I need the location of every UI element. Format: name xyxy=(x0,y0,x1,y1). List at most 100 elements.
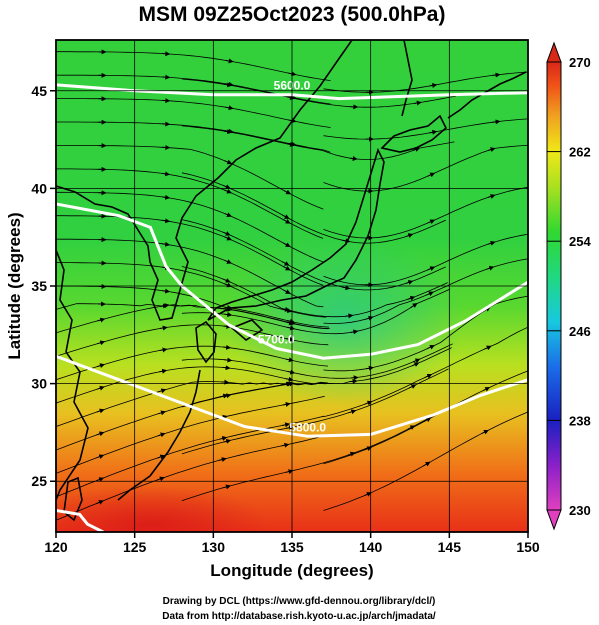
x-axis-label: Longitude (degrees) xyxy=(210,561,373,580)
streamline-arrow xyxy=(157,454,166,460)
streamline-arrow xyxy=(221,379,230,385)
x-tick-label: 120 xyxy=(44,539,68,555)
streamline-arrow xyxy=(159,368,168,374)
streamline-arrow xyxy=(407,295,416,301)
streamline-arrow xyxy=(282,306,291,312)
streamline-arrow xyxy=(224,312,233,318)
warm-region xyxy=(56,485,270,532)
streamline-arrow xyxy=(283,289,291,294)
coast-kurils xyxy=(447,71,527,119)
streamline-arrow xyxy=(481,429,489,435)
streamline-arrow xyxy=(283,265,291,271)
streamline-arrow xyxy=(482,387,491,392)
streamline-arrow xyxy=(422,461,431,467)
x-tick-label: 145 xyxy=(438,539,462,555)
streamline-arrow xyxy=(162,51,171,57)
streamline-arrow xyxy=(219,436,228,441)
streamline-arrow xyxy=(157,410,166,416)
streamline-arrow xyxy=(161,303,170,309)
streamline-arrow xyxy=(347,451,356,457)
streamline-arrow xyxy=(159,347,168,353)
streamline-arrow xyxy=(224,82,233,88)
coast-shikoku xyxy=(230,319,264,341)
streamline-arrow xyxy=(283,242,291,247)
streamline-arrow xyxy=(405,280,414,285)
colorbar-bottom-arrow xyxy=(546,509,562,531)
colorbar-tick-label: 262 xyxy=(569,145,591,160)
streamline-arrow xyxy=(96,500,104,505)
coast-sakhalin xyxy=(401,40,413,117)
colorbar-gradient xyxy=(546,61,562,511)
x-tick-label: 140 xyxy=(359,539,383,555)
x-tick-label: 135 xyxy=(280,539,304,555)
contour-line xyxy=(56,509,104,532)
streamline-arrow xyxy=(96,477,105,482)
streamline-arrow xyxy=(413,100,422,106)
streamline-arrow xyxy=(492,119,501,125)
streamline-arrow xyxy=(225,58,234,64)
streamline-arrow xyxy=(224,259,232,264)
contour-label: 5700.0 xyxy=(258,332,295,346)
y-tick-label: 30 xyxy=(31,376,47,392)
streamline-arrow xyxy=(162,121,171,127)
streamline-arrow xyxy=(492,72,501,78)
streamline-arrow xyxy=(427,266,436,271)
streamline-arrow xyxy=(158,388,167,394)
coast-honshu xyxy=(207,147,385,321)
streamline-arrow xyxy=(97,317,106,323)
coast-kyushu xyxy=(195,320,217,364)
streamline-arrow xyxy=(286,141,295,147)
streamline-arrow xyxy=(222,184,231,189)
streamline-arrow xyxy=(426,291,434,297)
colorbar: 230 238 246 254 262 270 xyxy=(546,41,591,531)
streamline-arrow xyxy=(348,409,357,415)
streamline-arrow xyxy=(281,261,290,266)
streamline-arrow xyxy=(282,401,291,407)
streamline-arrow xyxy=(96,363,105,369)
streamline-arrow xyxy=(162,288,171,294)
streamline-arrow xyxy=(283,219,291,224)
coast-hokkaido xyxy=(380,114,447,153)
streamline-arrow xyxy=(364,446,373,452)
colorbar-tick-label: 246 xyxy=(569,324,591,339)
streamline-arrow xyxy=(405,233,414,238)
streamline-arrow xyxy=(349,156,358,161)
streamline-arrow xyxy=(223,393,232,399)
credit-line-1: Drawing by DCL (https://www.gfd-dennou.o… xyxy=(163,596,436,607)
streamline-arrow xyxy=(162,194,171,200)
streamline-arrow xyxy=(342,285,351,291)
colorbar-tick-label: 254 xyxy=(569,234,591,249)
coast-russia-korea xyxy=(56,40,353,321)
streamline-arrow xyxy=(364,492,372,497)
streamline-arrow xyxy=(407,425,416,430)
y-tick-label: 40 xyxy=(31,180,47,196)
streamline-arrow xyxy=(350,375,359,381)
streamline-arrow xyxy=(222,344,232,350)
coast-ryukyu xyxy=(117,369,201,501)
coast-china-east xyxy=(56,249,89,501)
streamline-arrow xyxy=(97,340,106,346)
streamline-arrow xyxy=(429,83,438,88)
streamline-arrow xyxy=(365,365,374,371)
streamline-arrow xyxy=(342,238,351,244)
streamline-arrow xyxy=(281,214,290,219)
streamline-arrow xyxy=(287,369,296,375)
streamline-arrow xyxy=(96,385,105,391)
contour-label: 5800.0 xyxy=(289,420,326,434)
streamline-arrow xyxy=(225,105,234,111)
streamline-arrow xyxy=(96,431,105,437)
streamline-arrow xyxy=(412,358,421,364)
streamline-arrow xyxy=(424,373,433,379)
credit-line-2: Data from http://database.rish.kyoto-u.a… xyxy=(162,611,436,622)
streamline-arrow xyxy=(224,357,233,363)
colorbar-ticks: 230 238 246 254 262 270 xyxy=(547,55,591,518)
colorbar-top-arrow xyxy=(546,41,562,63)
contour-line xyxy=(56,202,528,360)
cool-region xyxy=(225,235,465,405)
y-tick-label: 25 xyxy=(31,473,47,489)
streamline-arrow xyxy=(159,325,168,331)
streamline-arrow xyxy=(96,408,105,414)
streamline-arrow xyxy=(281,442,290,448)
streamline-arrow xyxy=(483,345,492,351)
